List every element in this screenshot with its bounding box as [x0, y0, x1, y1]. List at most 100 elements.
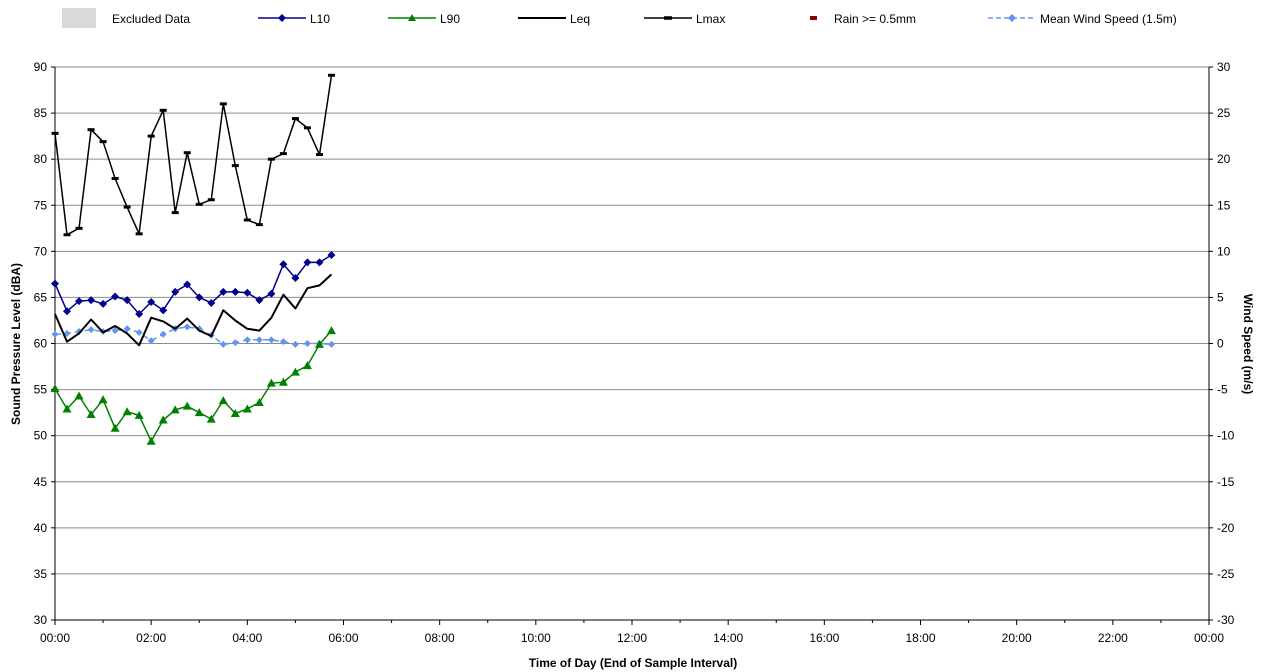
data-point-l10: [207, 298, 216, 307]
data-point-l90: [194, 408, 204, 417]
y-tick-label: 90: [34, 60, 48, 74]
data-point-l90: [158, 415, 168, 424]
series-line-l90: [54, 330, 333, 442]
data-point-wind-speed: [255, 336, 263, 344]
x-tick-label: 06:00: [328, 631, 358, 645]
data-point-wind-speed: [87, 326, 95, 334]
y-tick-label: 45: [34, 475, 48, 489]
data-point-l90: [230, 409, 240, 418]
y2-axis-ticks: -30 -25 -20 -15 -10 -5 0 5 10 15 20 25 30: [1209, 60, 1235, 627]
data-point-wind-speed: [111, 327, 119, 335]
data-point-l10: [243, 288, 252, 297]
series-mean-wind-speed-1-5m: [51, 323, 335, 348]
data-point-l10: [267, 289, 276, 298]
gridlines: [55, 66, 1209, 575]
x-tick-label: 04:00: [232, 631, 262, 645]
legend-label-lmax: Lmax: [696, 12, 725, 26]
legend-swatch-rain: [810, 16, 817, 20]
y2-tick-label: -15: [1217, 475, 1235, 489]
y-tick-label: 50: [34, 429, 48, 443]
data-point-l90: [254, 397, 264, 406]
y2-tick-label: 20: [1217, 152, 1231, 166]
y2-tick-label: 25: [1217, 106, 1231, 120]
x-tick-label: 00:00: [40, 631, 70, 645]
data-point-l90: [170, 405, 180, 414]
legend-label-wind: Mean Wind Speed (1.5m): [1040, 12, 1177, 26]
x-tick-label: 10:00: [521, 631, 551, 645]
data-point-l90: [110, 423, 120, 432]
data-point-l10: [147, 298, 156, 307]
series-leq: [54, 273, 333, 347]
data-point-l90: [122, 407, 132, 416]
y2-tick-label: -30: [1217, 613, 1235, 627]
data-point-l90: [314, 339, 324, 348]
data-point-wind-speed: [327, 340, 335, 348]
x-tick-label: 18:00: [905, 631, 935, 645]
data-point-l90: [326, 326, 336, 335]
series-line-lmax: [54, 75, 333, 236]
data-point-l10: [303, 258, 312, 267]
legend-swatch-wind: [988, 14, 1036, 22]
x-tick-label: 12:00: [617, 631, 647, 645]
y-tick-label: 65: [34, 290, 48, 304]
x-tick-label: 02:00: [136, 631, 166, 645]
series-line-leq: [54, 273, 333, 347]
series-layer: [50, 73, 336, 445]
data-point-l90: [62, 404, 72, 413]
y2-tick-label: -20: [1217, 521, 1235, 535]
data-point-l10: [255, 296, 264, 305]
series-l10: [51, 251, 336, 319]
data-point-l90: [146, 436, 156, 445]
legend-label-rain: Rain >= 0.5mm: [834, 12, 916, 26]
data-point-l90: [302, 361, 312, 370]
legend-label-excluded-data: Excluded Data: [112, 12, 190, 26]
data-point-l90: [98, 395, 108, 404]
data-point-l10: [87, 296, 96, 305]
data-point-l10: [291, 274, 300, 283]
data-point-l10: [219, 287, 228, 296]
data-point-l10: [195, 293, 204, 302]
data-point-wind-speed: [303, 340, 311, 347]
x-axis-title: Time of Day (End of Sample Interval): [529, 656, 738, 670]
data-point-l90: [266, 378, 276, 387]
y2-tick-label: 10: [1217, 244, 1231, 258]
legend-label-l10: L10: [310, 12, 330, 26]
data-point-l10: [75, 297, 84, 306]
y-tick-label: 35: [34, 567, 48, 581]
data-point-l90: [86, 409, 96, 418]
data-point-wind-speed: [243, 336, 251, 344]
data-point-wind-speed: [135, 328, 143, 336]
data-point-l10: [315, 258, 324, 267]
data-point-wind-speed: [51, 330, 59, 338]
data-point-l90: [290, 367, 300, 376]
data-point-l90: [278, 377, 288, 386]
data-point-l90: [134, 410, 144, 419]
x-tick-label: 08:00: [425, 631, 455, 645]
y-axis-ticks: 30 35 40 45 50 55 60 65 70 75 80 85 90: [34, 60, 55, 627]
data-point-wind-speed: [219, 340, 227, 348]
data-point-l10: [51, 279, 59, 288]
y2-axis-title: Wind Speed (m/s): [1241, 294, 1255, 395]
x-tick-label: 16:00: [809, 631, 839, 645]
series-line-l10: [54, 254, 332, 315]
data-point-wind-speed: [183, 323, 191, 331]
x-tick-label: 22:00: [1098, 631, 1128, 645]
legend-swatch-l90: [388, 14, 436, 21]
series-line-mean-wind-speed-1-5m: [54, 326, 332, 346]
data-point-wind-speed: [75, 328, 83, 336]
y-tick-label: 30: [34, 613, 48, 627]
data-point-l10: [231, 287, 240, 296]
series-l90: [50, 326, 336, 445]
data-point-wind-speed: [291, 340, 299, 348]
y-axis-title: Sound Pressure Level (dBA): [9, 263, 23, 425]
data-point-l10: [135, 310, 144, 319]
y2-tick-label: -25: [1217, 567, 1235, 581]
y-tick-label: 85: [34, 106, 48, 120]
y2-tick-label: -5: [1217, 383, 1228, 397]
y-tick-label: 60: [34, 337, 48, 351]
data-point-l10: [159, 306, 168, 315]
y-tick-label: 70: [34, 244, 48, 258]
data-point-l90: [218, 396, 228, 405]
chart-legend: Excluded Data L10 L90 Leq Lmax Rain >= 0…: [62, 8, 1177, 28]
